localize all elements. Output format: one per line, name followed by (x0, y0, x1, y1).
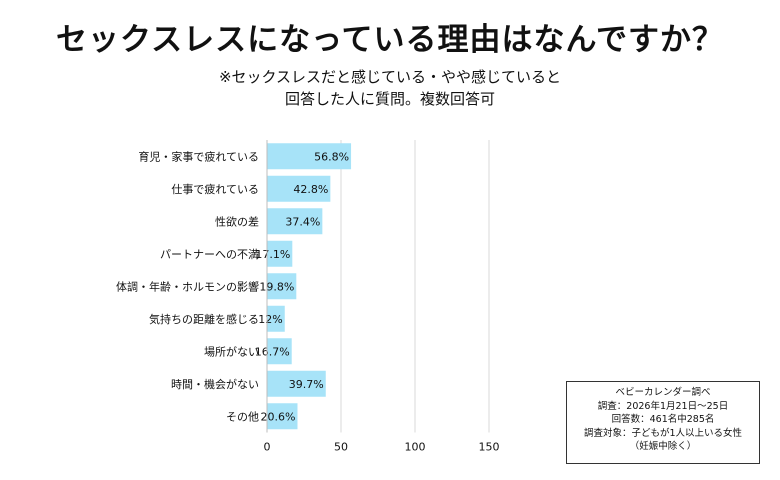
category-label: 時間・機会がない (171, 377, 259, 391)
category-label: 性欲の差 (215, 214, 259, 228)
bar (267, 338, 292, 365)
data-label: 17.1% (255, 248, 290, 261)
bar (267, 175, 331, 202)
category-label: その他 (226, 410, 259, 423)
bar (267, 240, 293, 267)
bar (267, 403, 298, 430)
data-label: 12% (258, 313, 282, 326)
chart-subtitle: ※セックスレスだと感じている・やや感じていると 回答した人に質問。複数回答可 (0, 66, 780, 110)
bar (267, 273, 297, 300)
source-box: ベビーカレンダー調べ 調査：2026年1月21日〜25日 回答数：461名中28… (566, 381, 760, 464)
bar (267, 208, 323, 235)
source-line-2: 調査：2026年1月21日〜25日 (597, 400, 729, 412)
data-label: 56.8% (314, 150, 349, 163)
category-label: 体調・年齢・ホルモンの影響 (116, 279, 259, 293)
data-label: 42.8% (293, 183, 328, 196)
bar (267, 305, 285, 332)
x-tick-label: 100 (405, 441, 426, 454)
category-label: パートナーへの不満 (160, 248, 259, 261)
source-line-4: 調査対象：子どもが1人以上いる女性 (583, 427, 743, 439)
subtitle-line-2: 回答した人に質問。複数回答可 (284, 90, 495, 108)
bar (267, 370, 326, 397)
source-line-5: （妊娠中除く） (629, 441, 697, 452)
data-label: 20.6% (261, 410, 296, 423)
category-label: 仕事で疲れている (171, 182, 259, 196)
data-label: 19.8% (259, 280, 294, 293)
category-label: 育児・家事で疲れている (138, 149, 259, 163)
subtitle-line-1: ※セックスレスだと感じている・やや感じていると (218, 68, 562, 86)
bar (267, 143, 352, 170)
data-label: 37.4% (285, 215, 320, 228)
x-tick-label: 150 (479, 441, 500, 454)
category-label: 場所がない (204, 344, 259, 358)
x-tick-label: 50 (334, 441, 348, 454)
data-label: 39.7% (289, 378, 324, 391)
source-line-3: 回答数：461名中285名 (611, 414, 715, 425)
x-tick-label: 0 (264, 441, 271, 454)
chart-title: セックスレスになっている理由はなんですか？ (56, 22, 724, 58)
category-label: 気持ちの距離を感じる (149, 312, 259, 326)
data-label: 16.7% (255, 345, 290, 358)
source-line-1: ベビーカレンダー調べ (615, 387, 711, 398)
